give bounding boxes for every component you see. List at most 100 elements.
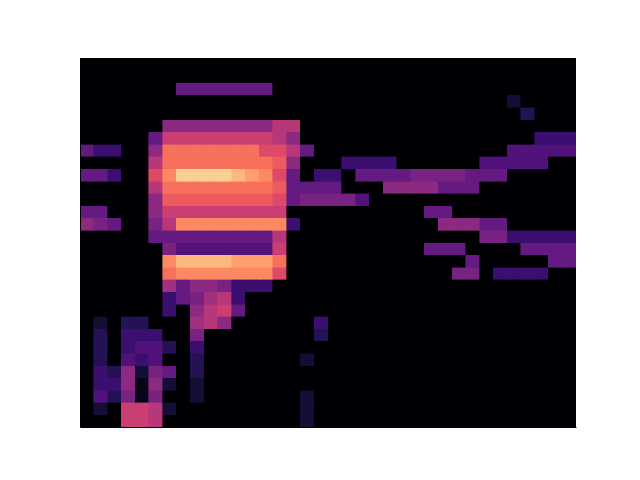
heatmap-cells: [80, 58, 576, 427]
cell: [232, 218, 246, 230]
cell: [342, 144, 356, 156]
cell: [328, 83, 342, 95]
cell: [562, 193, 576, 205]
cell: [411, 378, 425, 390]
cell: [190, 181, 204, 193]
cell: [149, 95, 163, 107]
cell: [121, 304, 135, 316]
cell: [287, 402, 301, 414]
cell: [232, 366, 246, 378]
cell: [245, 83, 259, 95]
cell: [466, 329, 480, 341]
cell: [535, 279, 549, 291]
cell: [548, 402, 562, 414]
cell: [493, 316, 507, 328]
cell: [314, 181, 328, 193]
cell: [287, 255, 301, 267]
cell: [424, 58, 438, 70]
cell: [149, 107, 163, 119]
cell: [218, 402, 232, 414]
cell: [535, 390, 549, 402]
cell: [562, 218, 576, 230]
cell: [342, 132, 356, 144]
cell: [94, 144, 108, 156]
cell: [204, 181, 218, 193]
cell: [287, 366, 301, 378]
cell: [314, 132, 328, 144]
cell: [163, 169, 177, 181]
cell: [438, 366, 452, 378]
cell: [328, 181, 342, 193]
cell: [135, 316, 149, 328]
cell: [94, 341, 108, 353]
cell: [548, 230, 562, 242]
cell: [287, 230, 301, 242]
cell: [438, 304, 452, 316]
cell: [397, 316, 411, 328]
cell: [204, 304, 218, 316]
cell: [80, 206, 94, 218]
cell: [493, 206, 507, 218]
cell: [562, 402, 576, 414]
cell: [135, 144, 149, 156]
cell: [411, 83, 425, 95]
cell: [424, 353, 438, 365]
cell: [507, 353, 521, 365]
cell: [300, 230, 314, 242]
cell: [548, 107, 562, 119]
cell: [480, 390, 494, 402]
cell: [383, 316, 397, 328]
cell: [108, 279, 122, 291]
cell: [521, 243, 535, 255]
cell: [424, 181, 438, 193]
cell: [521, 341, 535, 353]
cell: [314, 107, 328, 119]
cell: [507, 267, 521, 279]
cell: [548, 255, 562, 267]
cell: [535, 329, 549, 341]
cell: [328, 402, 342, 414]
cell: [383, 156, 397, 168]
cell: [135, 329, 149, 341]
cell: [383, 95, 397, 107]
cell: [121, 255, 135, 267]
cell: [259, 255, 273, 267]
cell: [356, 58, 370, 70]
cell: [121, 156, 135, 168]
cell: [424, 70, 438, 82]
cell: [287, 304, 301, 316]
cell: [80, 181, 94, 193]
cell: [328, 267, 342, 279]
cell: [204, 132, 218, 144]
cell: [466, 279, 480, 291]
cell: [163, 181, 177, 193]
cell: [480, 366, 494, 378]
cell: [466, 95, 480, 107]
cell: [480, 230, 494, 242]
cell: [438, 144, 452, 156]
cell: [562, 144, 576, 156]
cell: [493, 255, 507, 267]
cell: [300, 316, 314, 328]
cell: [245, 156, 259, 168]
cell: [369, 267, 383, 279]
cell: [452, 230, 466, 242]
cell: [259, 83, 273, 95]
cell: [397, 120, 411, 132]
cell: [176, 415, 190, 427]
cell: [190, 169, 204, 181]
cell: [108, 415, 122, 427]
cell: [135, 292, 149, 304]
cell: [190, 279, 204, 291]
cell: [535, 378, 549, 390]
cell: [383, 267, 397, 279]
cell: [287, 83, 301, 95]
cell: [356, 83, 370, 95]
cell: [259, 366, 273, 378]
cell: [121, 169, 135, 181]
cell: [480, 378, 494, 390]
cell: [287, 181, 301, 193]
cell: [176, 304, 190, 316]
cell: [94, 181, 108, 193]
cell: [135, 402, 149, 414]
